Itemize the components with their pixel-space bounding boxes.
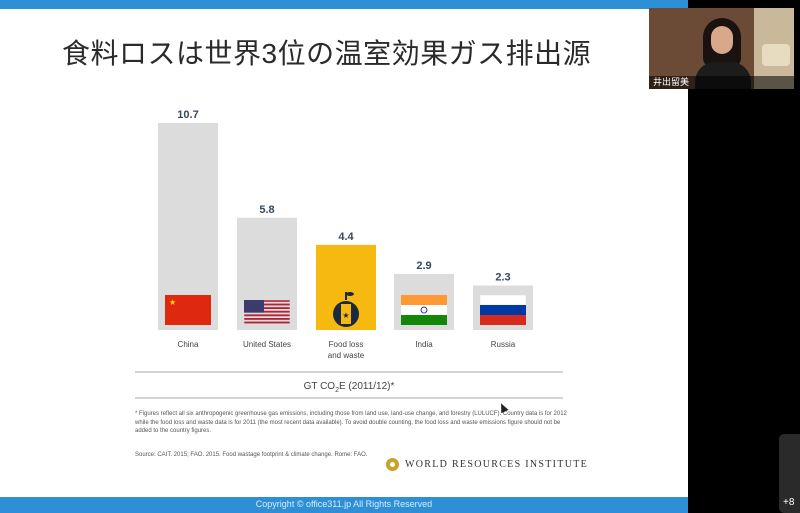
footnote: * Figures reflect all six anthropogenic … <box>135 410 575 436</box>
data-label: 4.4 <box>338 231 354 243</box>
category-label: India <box>415 340 433 349</box>
category-label: Food loss <box>329 340 364 349</box>
data-label: 5.8 <box>259 204 274 216</box>
apple-core-icon: ★ <box>333 292 359 327</box>
us-flag-icon <box>243 299 291 326</box>
footnote-line: added to the country figures. <box>135 428 212 434</box>
footnote-line: while the food loss and waste data is fo… <box>135 419 561 426</box>
china-flag-icon: ★ <box>165 295 211 325</box>
svg-text:★: ★ <box>342 311 349 320</box>
footnote-line: * Figures reflect all six anthropogenic … <box>135 411 567 417</box>
category-label: and waste <box>328 351 365 360</box>
data-label: 2.9 <box>416 260 431 272</box>
data-label: 10.7 <box>177 109 198 121</box>
presentation-slide: 食料ロスは世界3位の温室効果ガス排出源 10.7 China ★ 5.8 United … <box>0 0 688 513</box>
publisher-name: WORLD RESOURCES INSTITUTE <box>405 459 589 470</box>
lamp-icon <box>762 44 790 66</box>
russia-flag-icon <box>479 294 527 325</box>
participant-video-tile[interactable]: 井出留美 <box>649 8 794 89</box>
category-label: United States <box>243 340 291 349</box>
category-label: Russia <box>491 340 516 349</box>
participant-name: 井出留美 <box>653 77 690 87</box>
wri-emblem-icon <box>386 458 399 471</box>
copyright-text: Copyright © office311.jp All Rights Rese… <box>255 499 433 509</box>
slide-top-bar <box>0 0 688 9</box>
participant-face <box>711 26 733 54</box>
india-flag-icon <box>401 295 447 325</box>
bar <box>237 217 297 330</box>
svg-text:★: ★ <box>169 298 176 307</box>
unit-label: GT CO2E (2011/12)* <box>304 381 395 394</box>
more-participants-button[interactable] <box>779 434 800 513</box>
source-note: Source: CAIT. 2015; FAO. 2015. Food wast… <box>135 452 368 458</box>
slide-title: 食料ロスは世界3位の温室効果ガス排出源 <box>62 38 592 69</box>
publisher-logo: WORLD RESOURCES INSTITUTE <box>386 458 588 471</box>
slide-bottom-bar <box>0 497 688 513</box>
emissions-bar-chart: 10.7 China ★ 5.8 United States 4.4 Food loss an… <box>135 109 563 399</box>
data-label: 2.3 <box>495 272 510 284</box>
more-participants-count[interactable]: +8 <box>783 497 795 508</box>
category-label: China <box>178 340 199 349</box>
